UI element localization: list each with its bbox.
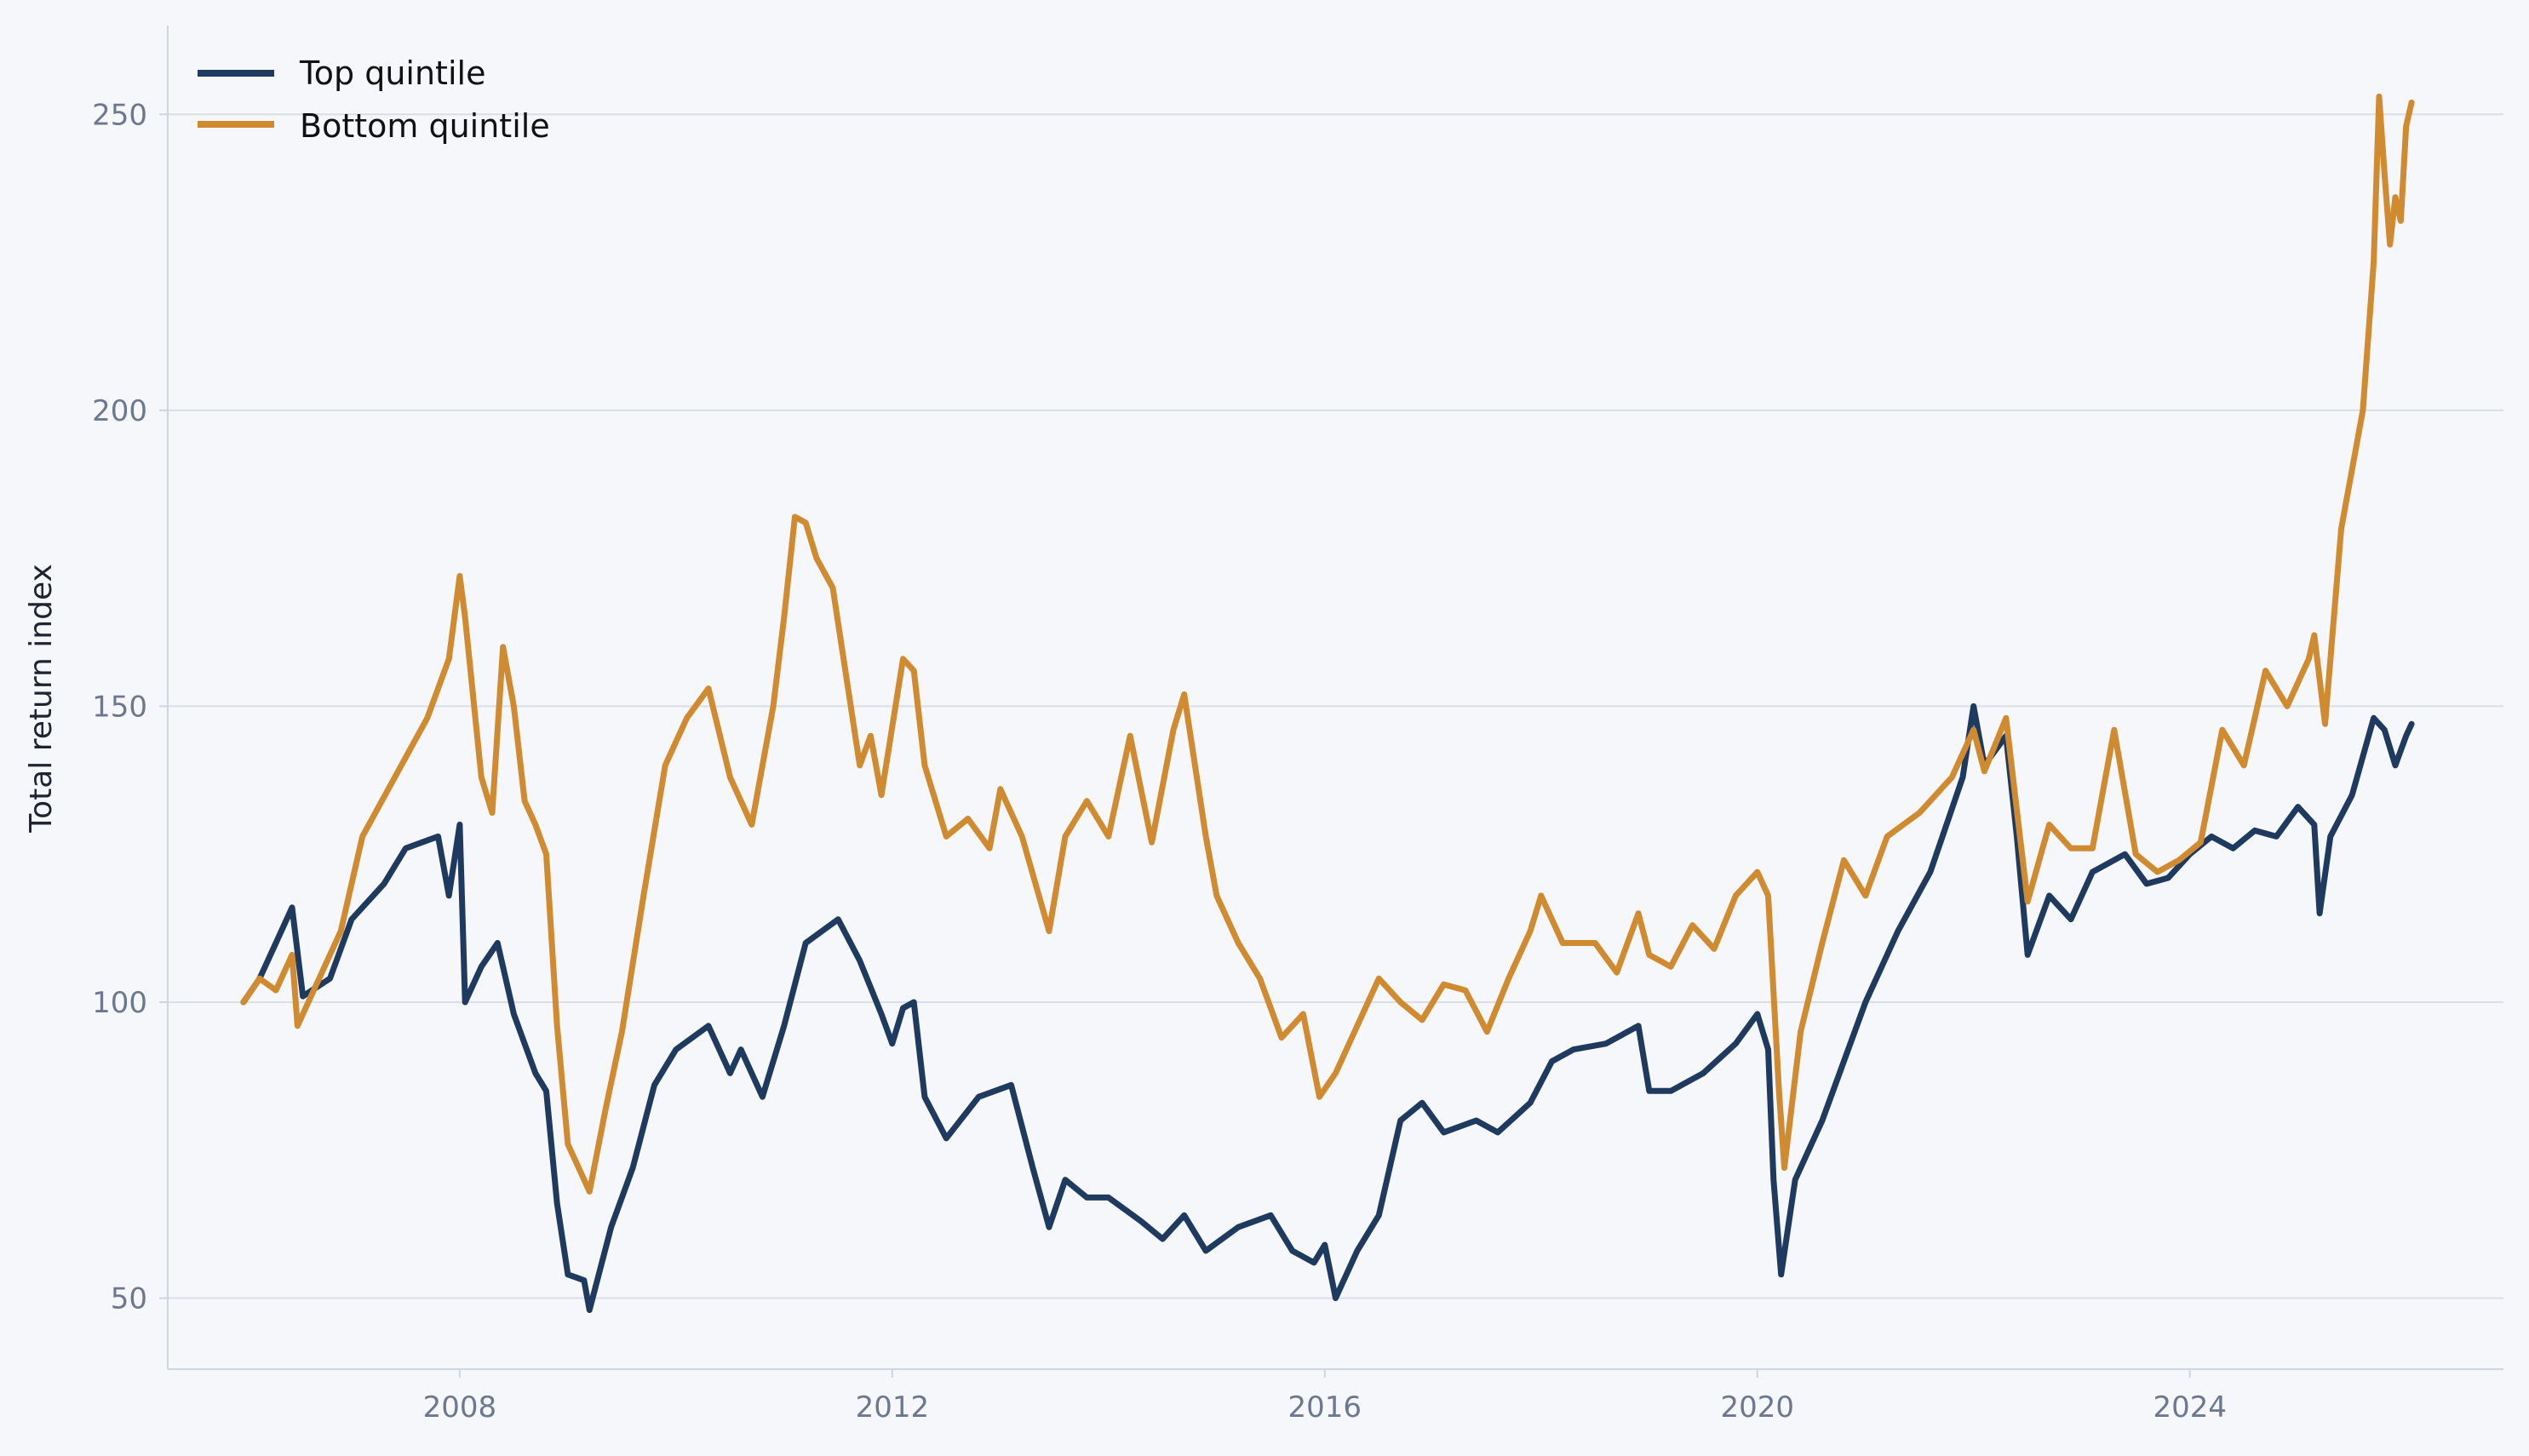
series-lines: [240, 93, 2415, 1313]
series-line-top-quintile: [240, 702, 2415, 1313]
x-tick-label-2012: 2012: [856, 1390, 930, 1424]
series-line-bottom-quintile: [240, 93, 2415, 1195]
x-axis-ticks: 2008 2012 2016 2020 2024: [423, 1369, 2227, 1424]
y-tick-label-250: 250: [92, 98, 147, 132]
x-tick-label-2008: 2008: [423, 1390, 497, 1424]
legend-label-bottom-quintile: Bottom quintile: [300, 107, 550, 145]
y-tick-label-100: 100: [92, 986, 147, 1020]
x-tick-label-2016: 2016: [1288, 1390, 1362, 1424]
x-tick-label-2020: 2020: [1720, 1390, 1794, 1424]
y-tick-label-200: 200: [92, 394, 147, 428]
y-tick-label-150: 150: [92, 690, 147, 724]
legend-label-top-quintile: Top quintile: [299, 54, 485, 92]
x-tick-label-2024: 2024: [2153, 1390, 2227, 1424]
y-axis-label: Total return index: [24, 564, 59, 834]
y-axis-ticks: 50 100 150 200 250: [92, 98, 168, 1316]
gridlines: [168, 113, 2503, 1299]
axis-spines: [167, 26, 2503, 1370]
y-tick-label-50: 50: [111, 1282, 147, 1316]
legend: Top quintile Bottom quintile: [198, 54, 550, 145]
